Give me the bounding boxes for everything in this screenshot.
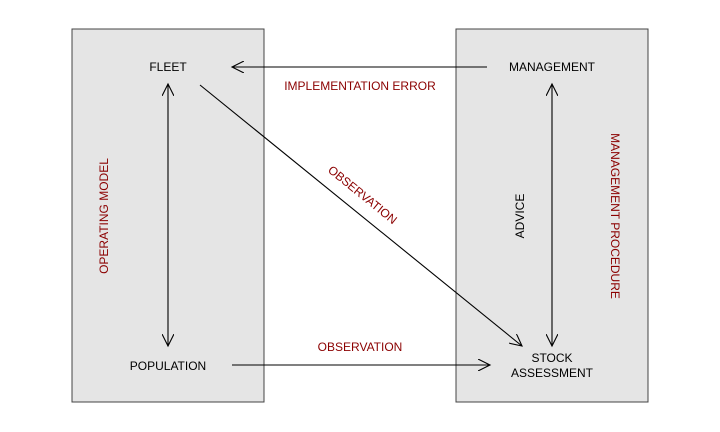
observation-diagonal-arrow <box>199 84 522 346</box>
observation-bottom-label: OBSERVATION <box>318 340 403 354</box>
implementation-error-label: IMPLEMENTATION ERROR <box>284 79 436 93</box>
advice-label: ADVICE <box>513 194 527 239</box>
management-procedure-title: MANAGEMENT PROCEDURE <box>608 133 622 299</box>
population-label: POPULATION <box>130 359 206 373</box>
fleet-label: FLEET <box>149 60 187 74</box>
operating-model-title: OPERATING MODEL <box>97 158 111 274</box>
stock-label: STOCK <box>531 351 572 365</box>
assessment-label: ASSESSMENT <box>511 366 594 380</box>
management-label: MANAGEMENT <box>509 60 596 74</box>
